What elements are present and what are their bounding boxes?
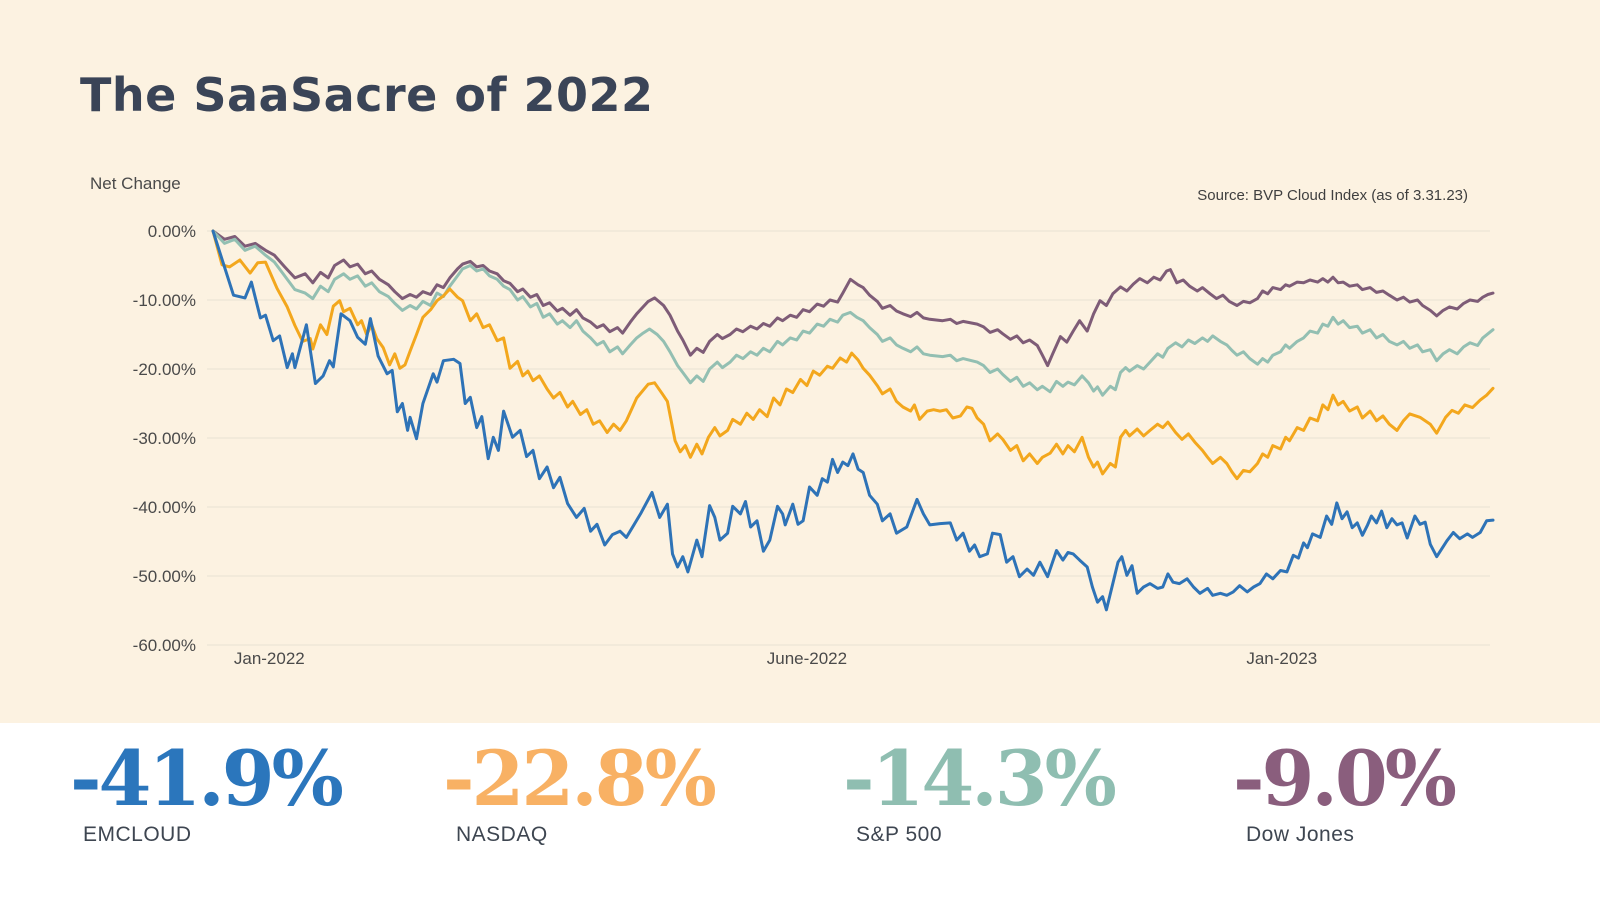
stat-emcloud-value: -41.9% xyxy=(70,734,344,823)
y-tick-label: -60.00% xyxy=(133,636,196,655)
stats-background-panel xyxy=(0,723,1600,900)
page-title: The SaaSacre of 2022 xyxy=(80,68,654,122)
y-tick-label: 0.00% xyxy=(148,222,196,241)
stat-emcloud-label: EMCLOUD xyxy=(83,823,192,846)
stat-sp500-value: -14.3% xyxy=(843,734,1117,823)
x-tick-label: June-2022 xyxy=(767,649,847,668)
series-line-emcloud xyxy=(211,229,1495,612)
stat-nasdaq: -22.8% NASDAQ xyxy=(443,723,803,847)
stat-sp500-label: S&P 500 xyxy=(856,823,943,846)
stat-nasdaq-label: NASDAQ xyxy=(456,823,548,846)
stat-sp500: -14.3% S&P 500 xyxy=(843,723,1203,847)
stat-emcloud: -41.9% EMCLOUD xyxy=(70,723,430,847)
series-line-dowjones xyxy=(211,229,1495,368)
stat-dowjones: -9.0% Dow Jones xyxy=(1233,723,1593,847)
y-axis-title: Net Change xyxy=(90,174,181,193)
stat-dowjones-label: Dow Jones xyxy=(1246,823,1355,846)
source-note: Source: BVP Cloud Index (as of 3.31.23) xyxy=(1197,187,1468,204)
y-tick-label: -30.00% xyxy=(133,429,196,448)
chart-background-panel xyxy=(0,0,1600,723)
x-tick-label: Jan-2022 xyxy=(234,649,305,668)
y-tick-label: -40.00% xyxy=(133,498,196,517)
line-chart-canvas: 0.00% -10.00% -20.00% -30.00% -40.00% -50.00%… xyxy=(133,222,1495,668)
series-line-sp500 xyxy=(211,229,1495,397)
y-tick-label: -10.00% xyxy=(133,291,196,310)
stat-nasdaq-value: -22.8% xyxy=(443,734,717,823)
y-tick-label: -50.00% xyxy=(133,567,196,586)
y-tick-label: -20.00% xyxy=(133,360,196,379)
x-tick-label: Jan-2023 xyxy=(1246,649,1317,668)
series-line-nasdaq xyxy=(211,229,1495,481)
stat-dowjones-value: -9.0% xyxy=(1233,734,1457,823)
